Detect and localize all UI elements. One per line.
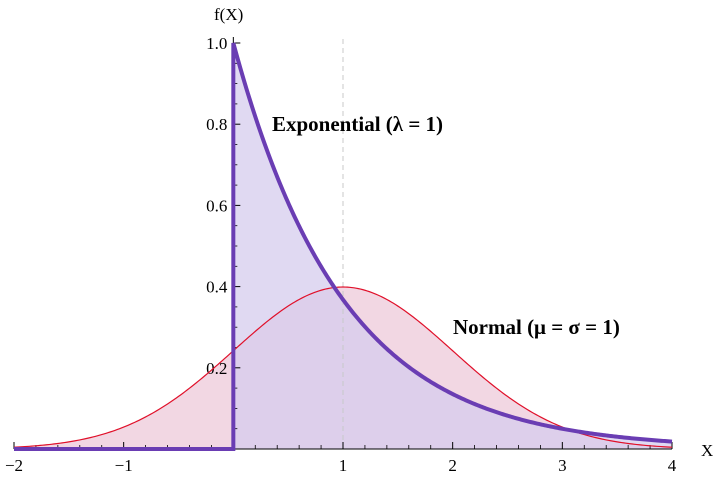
x-tick-label: 2: [448, 456, 457, 475]
x-tick-label: 4: [668, 456, 677, 475]
series-label-normal: Normal (μ = σ = 1): [453, 315, 620, 339]
x-tick-label: −1: [115, 456, 133, 475]
ticks: −2 −1 1 2 3 4 0.2 0.4 0.6 0.8 1.0: [5, 34, 677, 475]
y-tick-label: 0.4: [206, 278, 228, 297]
y-tick-label: 0.8: [206, 115, 227, 134]
x-tick-label: −2: [5, 456, 23, 475]
y-tick-label: 0.2: [206, 359, 227, 378]
series-label-exponential: Exponential (λ = 1): [272, 112, 443, 136]
series-lines: [13, 42, 673, 451]
y-tick-label: 0.6: [206, 196, 227, 215]
y-tick-label: 1.0: [206, 34, 227, 53]
exponential-series-line: [14, 42, 673, 451]
x-tick-label: 1: [339, 456, 348, 475]
x-axis-label: X: [701, 441, 713, 460]
y-axis-label: f(X): [214, 5, 243, 24]
x-tick-label: 3: [558, 456, 567, 475]
